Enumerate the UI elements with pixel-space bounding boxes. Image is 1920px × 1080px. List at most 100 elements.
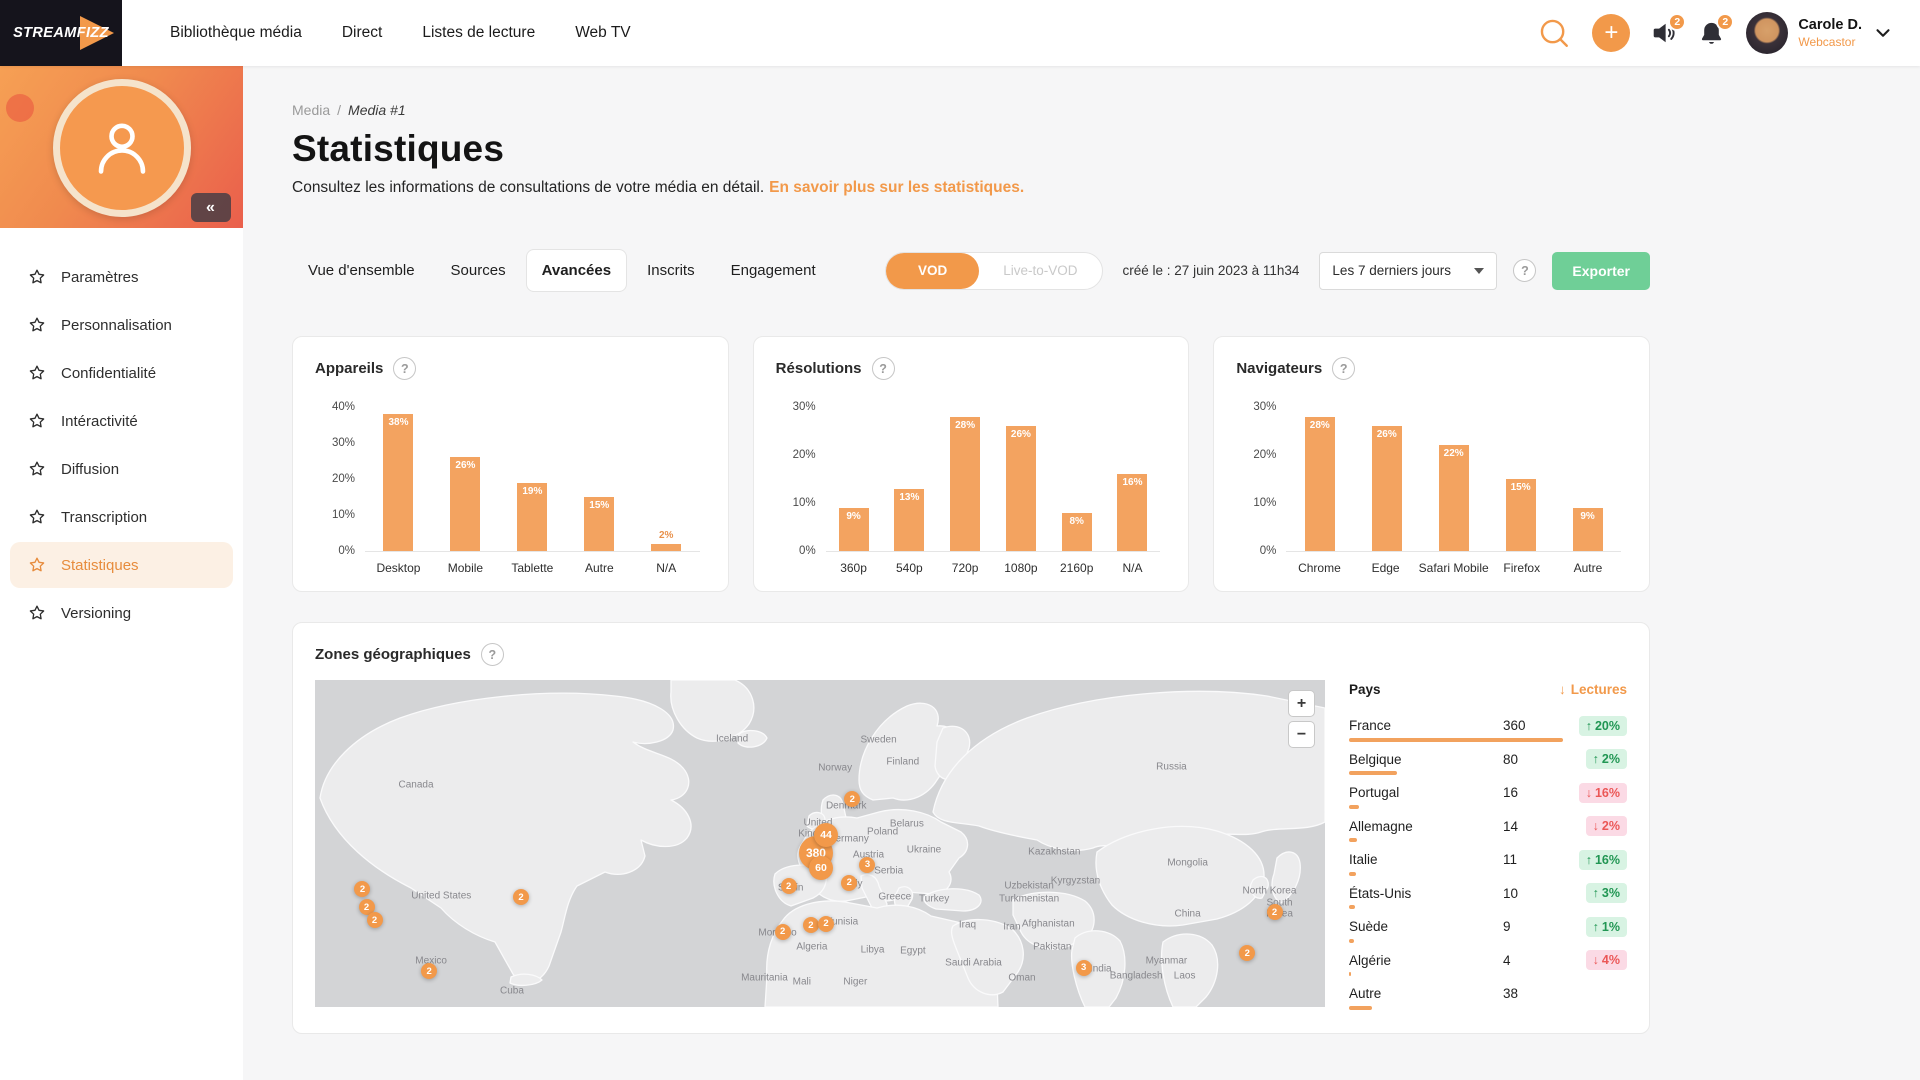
toggle-vod[interactable]: VOD — [886, 253, 979, 289]
tab-engagement[interactable]: Engagement — [715, 249, 832, 292]
bar-n-a[interactable]: 2% — [651, 544, 681, 551]
bar-value-label: 26% — [1377, 429, 1397, 440]
map-cluster-marker[interactable]: 2 — [775, 924, 791, 940]
y-axis-tick: 30% — [776, 401, 816, 413]
sidebar-item-transcription[interactable]: Transcription — [10, 494, 233, 540]
map-cluster-marker[interactable]: 2 — [1239, 945, 1255, 961]
page-title: Statistiques — [292, 128, 1650, 170]
star-icon — [27, 267, 47, 287]
x-axis-label: Tablette — [499, 561, 566, 575]
bar-mobile[interactable]: 26% — [450, 457, 480, 551]
bar-1080p[interactable]: 26% — [1006, 426, 1036, 551]
notifications-button[interactable]: 2 — [1698, 20, 1725, 47]
bar-540p[interactable]: 13% — [894, 489, 924, 551]
sidebar-collapse-button[interactable]: « — [191, 193, 231, 222]
tab-sources[interactable]: Sources — [435, 249, 522, 292]
trend-value: 2% — [1602, 819, 1620, 833]
created-date-label: créé le : 27 juin 2023 à 11h34 — [1123, 263, 1300, 278]
sidebar-item-parametres[interactable]: Paramètres — [10, 254, 233, 300]
search-button[interactable] — [1537, 16, 1571, 50]
help-icon[interactable]: ? — [393, 357, 416, 380]
world-map[interactable]: CanadaUnited StatesMexicoCubaIcelandNorw… — [315, 680, 1325, 1007]
bar-firefox[interactable]: 15% — [1506, 479, 1536, 551]
sidebar-item-diffusion[interactable]: Diffusion — [10, 446, 233, 492]
map-cluster-marker[interactable]: 2 — [841, 875, 857, 891]
nav-item-listes-de-lecture[interactable]: Listes de lecture — [422, 24, 535, 42]
trend-badge: ↑16% — [1579, 850, 1627, 870]
avatar — [1746, 12, 1788, 54]
zoom-in-button[interactable]: + — [1288, 690, 1315, 717]
vod-toggle: VOD Live-to-VOD — [885, 252, 1103, 290]
bar-autre[interactable]: 15% — [584, 497, 614, 551]
toggle-live-to-vod[interactable]: Live-to-VOD — [979, 253, 1101, 289]
nav-item-bibliotheque-media[interactable]: Bibliothèque média — [170, 24, 302, 42]
bar-720p[interactable]: 28% — [950, 417, 980, 551]
tab-inscrits[interactable]: Inscrits — [631, 249, 711, 292]
bar-360p[interactable]: 9% — [839, 508, 869, 551]
announcements-button[interactable]: 2 — [1651, 20, 1677, 46]
x-axis-label: N/A — [633, 561, 700, 575]
map-cluster-marker[interactable]: 2 — [844, 791, 860, 807]
app-logo[interactable]: STREAMFIZZ — [0, 0, 122, 66]
geo-row-suede: Suède9↑1% — [1349, 910, 1627, 944]
map-cluster-marker[interactable]: 2 — [803, 917, 819, 933]
country-name: Belgique — [1349, 752, 1402, 767]
column-header-views[interactable]: ↓ Lectures — [1559, 682, 1627, 697]
breadcrumb-parent[interactable]: Media — [292, 102, 330, 118]
trend-up-icon: ↑ — [1586, 853, 1592, 867]
geo-row-autre: Autre38 — [1349, 977, 1627, 1011]
sidebar-item-versioning[interactable]: Versioning — [10, 590, 233, 636]
map-cluster-marker[interactable]: 2 — [367, 912, 383, 928]
bar-autre[interactable]: 9% — [1573, 508, 1603, 551]
sidebar-item-confidentialite[interactable]: Confidentialité — [10, 350, 233, 396]
trend-badge: ↓2% — [1586, 816, 1627, 836]
announcements-badge: 2 — [1668, 13, 1686, 31]
star-icon — [27, 363, 47, 383]
map-cluster-marker[interactable]: 44 — [814, 823, 838, 847]
help-icon[interactable]: ? — [872, 357, 895, 380]
column-header-country[interactable]: Pays — [1349, 682, 1381, 697]
y-axis-tick: 10% — [315, 509, 355, 521]
map-cluster-marker[interactable]: 2 — [421, 963, 437, 979]
user-menu[interactable]: Carole D. Webcastor — [1746, 12, 1894, 54]
y-axis-tick: 40% — [315, 401, 355, 413]
tab-avancees[interactable]: Avancées — [526, 249, 628, 292]
zoom-out-button[interactable]: − — [1288, 721, 1315, 748]
map-cluster-marker[interactable]: 3 — [1076, 960, 1092, 976]
country-name: États-Unis — [1349, 886, 1411, 901]
country-name: France — [1349, 718, 1391, 733]
stats-docs-link[interactable]: En savoir plus sur les statistiques. — [769, 179, 1024, 196]
add-media-button[interactable]: + — [1592, 14, 1630, 52]
map-cluster-marker[interactable]: 3 — [859, 857, 875, 873]
nav-item-direct[interactable]: Direct — [342, 24, 382, 42]
sidebar-item-personnalisation[interactable]: Personnalisation — [10, 302, 233, 348]
map-cluster-marker[interactable]: 2 — [513, 889, 529, 905]
bar-safari-mobile[interactable]: 22% — [1439, 445, 1469, 551]
sidebar-item-label: Statistiques — [61, 557, 139, 574]
sidebar-item-statistiques[interactable]: Statistiques — [10, 542, 233, 588]
map-cluster-marker[interactable]: 2 — [1267, 904, 1283, 920]
map-cluster-marker[interactable]: 60 — [809, 856, 833, 880]
profile-avatar-placeholder — [53, 79, 191, 217]
geo-title: Zones géographiques — [315, 646, 471, 663]
map-cluster-marker[interactable]: 2 — [354, 881, 370, 897]
help-icon[interactable]: ? — [481, 643, 504, 666]
bar-edge[interactable]: 26% — [1372, 426, 1402, 551]
bar-chrome[interactable]: 28% — [1305, 417, 1335, 551]
bar-value-label: 9% — [846, 511, 860, 522]
map-cluster-marker[interactable]: 2 — [781, 878, 797, 894]
export-button[interactable]: Exporter — [1552, 252, 1650, 290]
bar-value-label: 28% — [955, 420, 975, 431]
sidebar-item-interactivite[interactable]: Intéractivité — [10, 398, 233, 444]
bar-tablette[interactable]: 19% — [517, 483, 547, 551]
y-axis-tick: 10% — [1236, 497, 1276, 509]
help-icon[interactable]: ? — [1513, 259, 1536, 282]
nav-item-web-tv[interactable]: Web TV — [575, 24, 630, 42]
help-icon[interactable]: ? — [1332, 357, 1355, 380]
bar-n-a[interactable]: 16% — [1117, 474, 1147, 551]
bar-2160p[interactable]: 8% — [1062, 513, 1092, 551]
tab-vue-d-ensemble[interactable]: Vue d'ensemble — [292, 249, 431, 292]
bar-desktop[interactable]: 38% — [383, 414, 413, 551]
date-range-select[interactable]: Les 7 derniers jours — [1319, 252, 1497, 290]
map-cluster-marker[interactable]: 2 — [818, 916, 834, 932]
